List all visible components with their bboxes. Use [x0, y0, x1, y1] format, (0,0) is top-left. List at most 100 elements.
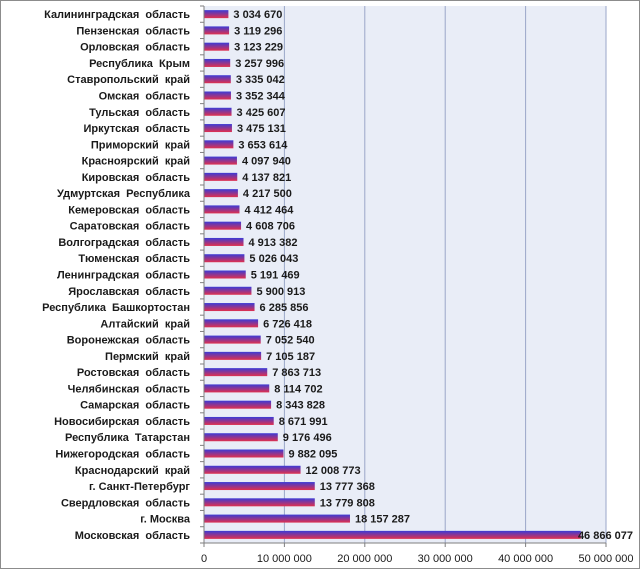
axes: [200, 5, 607, 547]
category-label: Ставропольский край: [67, 74, 190, 86]
value-label: 46 866 077: [578, 530, 633, 542]
bar: [204, 303, 255, 312]
value-label: 4 217 500: [243, 188, 292, 200]
x-tick-label: 50 000 000: [578, 553, 633, 565]
category-label: Кемеровская область: [68, 204, 190, 216]
bar: [204, 42, 230, 51]
bar: [204, 498, 315, 507]
bar: [204, 189, 238, 198]
category-label: Алтайский край: [100, 318, 190, 330]
value-label: 6 285 856: [260, 302, 309, 314]
value-label: 8 343 828: [276, 400, 325, 412]
bar: [204, 156, 237, 165]
category-label: Республика Татарстан: [65, 432, 190, 444]
category-label: Тульская область: [89, 107, 190, 119]
value-label: 4 412 464: [244, 204, 294, 216]
category-label: Красноярский край: [82, 156, 190, 168]
value-label: 9 882 095: [288, 449, 337, 461]
value-label: 3 123 229: [234, 42, 283, 54]
gridlines: [283, 6, 607, 543]
value-label: 4 137 821: [242, 172, 291, 184]
category-label: Пермский край: [105, 351, 190, 363]
bar: [204, 172, 238, 181]
x-tick-label: 30 000 000: [418, 553, 473, 565]
category-label: Нижегородская область: [55, 449, 190, 461]
category-label: Удмуртская Республика: [57, 188, 191, 200]
x-tick-label: 10 000 000: [257, 553, 312, 565]
bar: [204, 75, 231, 84]
value-label: 7 052 540: [266, 335, 315, 347]
bar: [204, 205, 240, 214]
bar: [204, 124, 232, 133]
bar: [204, 384, 270, 393]
value-label: 13 777 368: [320, 481, 375, 493]
bar: [204, 351, 262, 360]
bar: [204, 400, 272, 409]
category-label: Тюменская область: [78, 253, 190, 265]
category-label: Челябинская область: [68, 383, 191, 395]
value-label: 4 097 940: [242, 156, 291, 168]
value-label: 3 119 296: [234, 25, 282, 37]
value-label: 8 671 991: [279, 416, 328, 428]
category-label: Республика Башкортостан: [42, 302, 190, 314]
value-label: 4 913 382: [249, 237, 298, 249]
x-tick-label: 40 000 000: [498, 553, 553, 565]
category-label: Ростовская область: [77, 367, 190, 379]
category-label: г. Санкт-Петербург: [89, 481, 190, 493]
bar: [204, 286, 252, 295]
category-label: Омская область: [99, 91, 191, 103]
bar: [204, 91, 231, 100]
value-label: 12 008 773: [306, 465, 361, 477]
category-label: Волгоградская область: [58, 237, 190, 249]
category-label: Новосибирская область: [54, 416, 190, 428]
category-label: Краснодарский край: [75, 465, 190, 477]
value-label: 3 425 607: [237, 107, 286, 119]
value-label: 7 863 713: [272, 367, 321, 379]
category-label: Воронежская область: [67, 335, 190, 347]
bar: [204, 465, 301, 474]
bar: [204, 530, 581, 539]
value-label: 3 257 996: [235, 58, 284, 70]
bar: [204, 368, 268, 377]
value-label: 3 335 042: [236, 74, 285, 86]
value-label: 3 475 131: [237, 123, 286, 135]
value-label: 4 608 706: [246, 221, 295, 233]
category-label: Московская область: [75, 530, 191, 542]
bar: [204, 319, 259, 328]
value-label: 5 191 469: [251, 270, 300, 282]
labels: Калининградская область Пензенская област…: [42, 9, 633, 565]
value-label: 5 026 043: [249, 253, 298, 265]
bar: [204, 26, 230, 35]
bar: [204, 335, 261, 344]
bar: [204, 270, 246, 279]
category-label: Саратовская область: [70, 221, 191, 233]
value-label: 9 176 496: [283, 432, 332, 444]
category-label: Ярославская область: [68, 286, 190, 298]
category-label: Орловская область: [80, 42, 190, 54]
bar: [204, 107, 232, 116]
category-label: Калининградская область: [44, 9, 190, 21]
category-label: г. Москва: [140, 514, 191, 526]
x-tick-label: 0: [201, 553, 207, 565]
bar: [204, 416, 274, 425]
bar: [204, 482, 315, 491]
value-label: 18 157 287: [355, 514, 410, 526]
category-label: Иркутская область: [83, 123, 190, 135]
bar: [204, 58, 231, 67]
bar: [204, 237, 244, 246]
bar: [204, 254, 245, 263]
x-tick-label: 20 000 000: [337, 553, 392, 565]
value-label: 3 352 344: [236, 91, 286, 103]
category-label: Кировская область: [82, 172, 191, 184]
bar: [204, 449, 284, 458]
category-label: Пензенская область: [76, 25, 190, 37]
category-label: Приморский край: [91, 139, 190, 151]
bar: [204, 221, 242, 230]
value-label: 8 114 702: [274, 383, 322, 395]
value-label: 3 034 670: [233, 9, 282, 21]
value-label: 6 726 418: [263, 318, 312, 330]
value-label: 7 105 187: [266, 351, 315, 363]
category-label: Ленинградская область: [57, 270, 190, 282]
